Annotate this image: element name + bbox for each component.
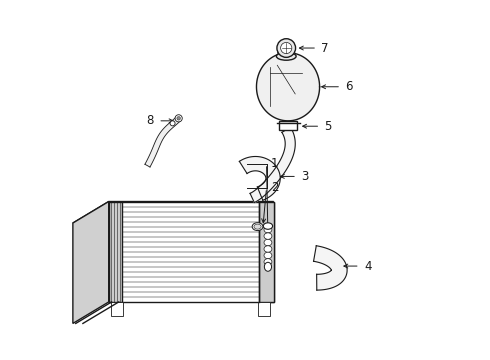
Circle shape — [281, 42, 292, 54]
Polygon shape — [258, 302, 270, 316]
Ellipse shape — [276, 52, 296, 60]
Text: 2: 2 — [271, 181, 278, 194]
Ellipse shape — [264, 233, 272, 239]
Polygon shape — [109, 202, 122, 302]
Polygon shape — [256, 53, 319, 121]
Polygon shape — [73, 202, 274, 223]
Polygon shape — [111, 302, 123, 316]
Ellipse shape — [264, 246, 272, 252]
Polygon shape — [314, 246, 347, 290]
FancyBboxPatch shape — [279, 121, 297, 130]
Circle shape — [170, 121, 175, 126]
Text: 1: 1 — [271, 157, 278, 170]
Polygon shape — [73, 202, 109, 323]
Polygon shape — [250, 127, 295, 202]
Circle shape — [277, 39, 295, 57]
Text: 4: 4 — [364, 260, 371, 273]
Circle shape — [177, 117, 180, 120]
Text: 3: 3 — [301, 170, 309, 183]
Ellipse shape — [278, 50, 295, 55]
Ellipse shape — [263, 223, 272, 229]
Ellipse shape — [265, 262, 271, 271]
Ellipse shape — [264, 259, 272, 265]
Circle shape — [175, 115, 182, 122]
Text: 6: 6 — [345, 80, 353, 93]
Ellipse shape — [264, 239, 272, 246]
Ellipse shape — [264, 226, 272, 233]
Ellipse shape — [252, 223, 263, 230]
Text: 8: 8 — [146, 114, 153, 127]
Polygon shape — [109, 202, 274, 302]
Text: 5: 5 — [324, 120, 332, 133]
Polygon shape — [240, 157, 280, 200]
Ellipse shape — [254, 224, 261, 229]
Ellipse shape — [264, 252, 272, 259]
Text: 7: 7 — [321, 41, 329, 54]
Polygon shape — [145, 116, 181, 167]
Polygon shape — [259, 202, 274, 302]
